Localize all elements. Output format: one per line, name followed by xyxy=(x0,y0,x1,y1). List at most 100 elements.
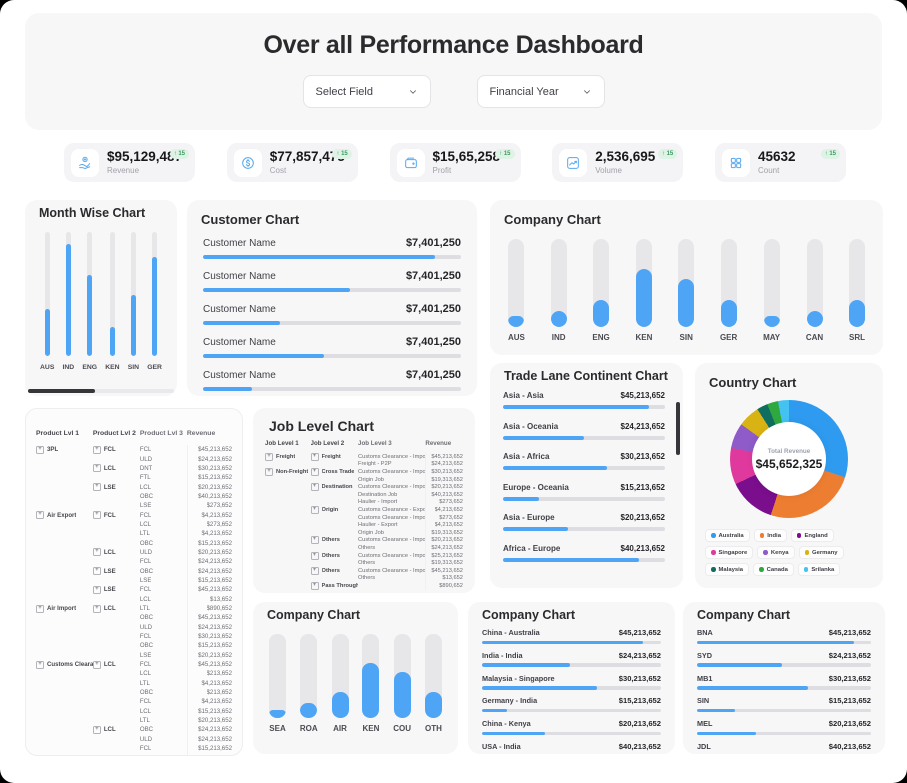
bar-column: KEN xyxy=(636,239,652,342)
table-cell: + Freight xyxy=(265,452,311,461)
expand-icon[interactable]: + xyxy=(310,581,319,590)
progress-fill xyxy=(203,387,253,391)
progress-track xyxy=(203,321,461,325)
table-cell: +Customs Clearance xyxy=(36,660,93,669)
expand-icon[interactable]: + xyxy=(265,467,273,476)
progress-row-text: Asia - Oceania $24,213,652 xyxy=(503,422,665,431)
bar-track xyxy=(763,239,780,327)
company-port-progress-list: BNA $45,213,652 SYD $24,213,652 MB1 $30,213,6… xyxy=(683,622,885,754)
expand-icon[interactable]: + xyxy=(92,660,101,669)
bar-column: AUS xyxy=(508,239,525,342)
bar-fill xyxy=(130,295,136,356)
table-cell: + LSE xyxy=(92,483,140,492)
expand-icon[interactable]: + xyxy=(310,536,319,545)
progress-fill xyxy=(482,686,597,690)
table-cell: $4,213,652 xyxy=(425,521,463,529)
expand-icon[interactable]: + xyxy=(265,452,273,461)
bar-column: ROA xyxy=(300,634,318,733)
expand-icon[interactable]: + xyxy=(92,511,101,520)
expand-icon[interactable]: + xyxy=(36,660,44,669)
progress-value: $15,213,652 xyxy=(618,696,661,706)
progress-row-text: MEL $20,213,652 xyxy=(697,719,871,728)
legend-chip[interactable]: Germany xyxy=(798,546,844,559)
progress-track xyxy=(697,708,871,713)
table-cell: Haulier - Import xyxy=(358,499,398,506)
table-row: Others $24,213,652 xyxy=(265,544,463,552)
horizontal-scrollbar-thumb[interactable] xyxy=(28,389,96,393)
financial-year-label: Financial Year xyxy=(489,85,559,98)
expand-icon[interactable]: + xyxy=(92,483,101,492)
bar-label: SIN xyxy=(679,333,693,342)
expand-icon[interactable]: + xyxy=(92,548,101,557)
expand-icon[interactable]: + xyxy=(36,511,44,520)
kpi-label: Profit xyxy=(432,166,452,175)
legend-chip[interactable]: England xyxy=(790,529,834,542)
table-cell: $20,213,652 xyxy=(186,650,232,660)
column-header: Job Level 3 xyxy=(358,439,392,447)
expand-icon[interactable]: + xyxy=(92,585,101,594)
table-cell: $4,213,652 xyxy=(186,678,232,688)
progress-fill xyxy=(203,255,436,259)
expand-icon[interactable]: + xyxy=(92,567,101,576)
expand-icon[interactable]: + xyxy=(310,505,319,514)
progress-label: Germany - India xyxy=(482,696,538,706)
table-row: ULD $24,213,652 xyxy=(36,734,232,744)
table-cell: $15,213,652 xyxy=(186,473,232,483)
expand-icon[interactable]: + xyxy=(310,483,319,492)
table-cell: $4,213,652 xyxy=(425,506,463,514)
table-cell: LSE xyxy=(139,502,152,510)
expand-icon[interactable]: + xyxy=(310,467,319,476)
bar-fill xyxy=(593,299,610,327)
table-row: + Air Import + LCL LTL $890,652 xyxy=(36,603,232,614)
kpi-value: $95,129,487 xyxy=(107,149,183,164)
legend-chip[interactable]: Malaysia xyxy=(705,563,750,576)
kpi-text: 2,536,695 Volume xyxy=(595,149,656,176)
table-header-row: Job Level 1 Job Level 2 Job Level 3 Revenue xyxy=(265,436,463,450)
expand-icon[interactable]: + xyxy=(310,452,319,461)
legend-chip[interactable]: Canada xyxy=(753,563,794,576)
card-title: Trade Lane Continent Chart xyxy=(504,369,668,383)
expand-icon[interactable]: + xyxy=(92,464,101,473)
progress-row: Germany - India $15,213,652 xyxy=(482,696,661,713)
legend-chip[interactable]: Singapore xyxy=(705,546,754,559)
table-cell: FTL xyxy=(139,474,151,482)
bar-track xyxy=(393,634,411,718)
company-lane-progress-list: China - Australia $45,213,652 India - Indi… xyxy=(468,622,675,754)
table-cell: LTL xyxy=(139,530,150,538)
expand-icon[interactable]: + xyxy=(310,551,319,560)
progress-label: Customer Name xyxy=(203,370,276,381)
vertical-scrollbar-thumb[interactable] xyxy=(676,402,680,455)
table-cell: Customs Clearance - Import xyxy=(358,552,426,559)
progress-fill xyxy=(482,731,545,736)
expand-icon[interactable]: + xyxy=(92,604,101,613)
financial-year-dropdown[interactable]: Financial Year xyxy=(476,75,605,108)
table-cell: Origin Job xyxy=(358,476,384,483)
bar-column: SRL xyxy=(848,239,865,342)
expand-icon[interactable]: + xyxy=(92,445,101,454)
table-cell: $45,213,652 xyxy=(425,566,463,575)
progress-value: $20,213,652 xyxy=(618,719,661,729)
bar-fill xyxy=(424,691,442,718)
progress-label: Malaysia - Singapore xyxy=(482,673,555,683)
select-field-dropdown[interactable]: Select Field xyxy=(302,75,431,108)
legend-chip[interactable]: India xyxy=(753,529,787,542)
table-row: + Others Customs Clearance - Import $45,213… xyxy=(265,566,463,575)
table-cell: + LCL xyxy=(92,660,140,669)
expand-icon[interactable]: + xyxy=(310,566,319,575)
progress-row-text: Customer Name $7,401,250 xyxy=(203,237,461,249)
expand-icon[interactable]: + xyxy=(36,445,44,454)
expand-icon[interactable]: + xyxy=(36,604,44,613)
table-cell: ULD xyxy=(139,455,153,463)
table-cell: FCL xyxy=(139,745,152,753)
legend-chip[interactable]: Kenya xyxy=(757,546,795,559)
expand-icon[interactable]: + xyxy=(92,725,101,734)
table-cell: + Origin xyxy=(310,505,359,514)
progress-row-text: MB1 $30,213,652 xyxy=(697,674,871,683)
legend-chip[interactable]: Australia xyxy=(705,529,750,542)
progress-track xyxy=(482,708,661,713)
kpi-value: 2,536,695 xyxy=(595,149,656,164)
table-cell: + LCL xyxy=(92,604,140,613)
legend-chip[interactable]: Srilanka xyxy=(797,563,841,576)
horizontal-scrollbar[interactable] xyxy=(28,389,174,393)
